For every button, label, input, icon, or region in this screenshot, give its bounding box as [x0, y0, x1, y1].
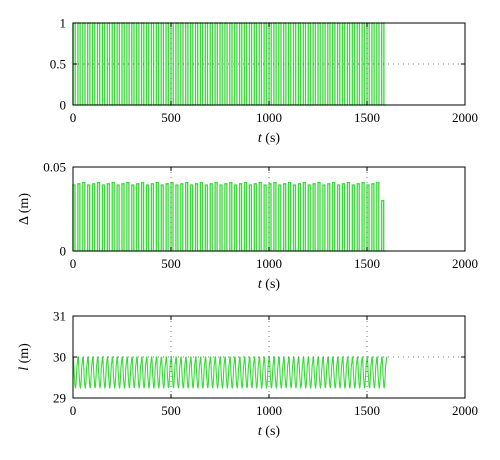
panel2-x-axis-label: t (s): [258, 277, 281, 292]
panel1-y-tick-label: 0.5: [50, 57, 66, 72]
panel3-y-tick-label: 30: [53, 350, 66, 365]
panel2-series-line: [72, 181, 387, 252]
panel2-y-tick-label: 0.05: [43, 160, 66, 175]
panel1-x-axis-label: t (s): [258, 131, 281, 146]
panel1-y-tick-label: 0: [60, 98, 67, 113]
panel3-x-tick-label: 500: [161, 403, 181, 418]
panel3-series-line: [72, 356, 388, 390]
panel3-x-tick-label: 1500: [354, 403, 380, 418]
panel3-x-axis-label: t (s): [258, 424, 281, 439]
panel2-x-tick-label: 1000: [256, 256, 282, 271]
panel2-y-tick-label: 0: [60, 244, 67, 259]
panel1-y-tick-label: 1: [60, 16, 67, 31]
panel2-x-tick-label: 500: [161, 256, 181, 271]
panel1-x-tick-label: 0: [70, 110, 77, 125]
panel1-x-tick-label: 500: [161, 110, 181, 125]
panel3-x-tick-label: 0: [70, 403, 77, 418]
panel1-series-line: [72, 22, 387, 106]
panel2-x-tick-label: 1500: [354, 256, 380, 271]
panel3-y-tick-label: 31: [53, 309, 66, 324]
panel1-x-tick-label: 1500: [354, 110, 380, 125]
panel1-x-tick-label: 1000: [256, 110, 282, 125]
panel2-x-tick-label: 0: [70, 256, 77, 271]
panel1-x-tick-label: 2000: [452, 110, 478, 125]
panel3-y-tick-label: 29: [53, 391, 66, 406]
panel3-x-tick-label: 2000: [452, 403, 478, 418]
panel2-y-axis-label: Δ (m): [17, 193, 32, 225]
panel2-x-tick-label: 2000: [452, 256, 478, 271]
panel3-y-axis-label: l (m): [17, 343, 32, 371]
panel3-x-tick-label: 1000: [256, 403, 282, 418]
